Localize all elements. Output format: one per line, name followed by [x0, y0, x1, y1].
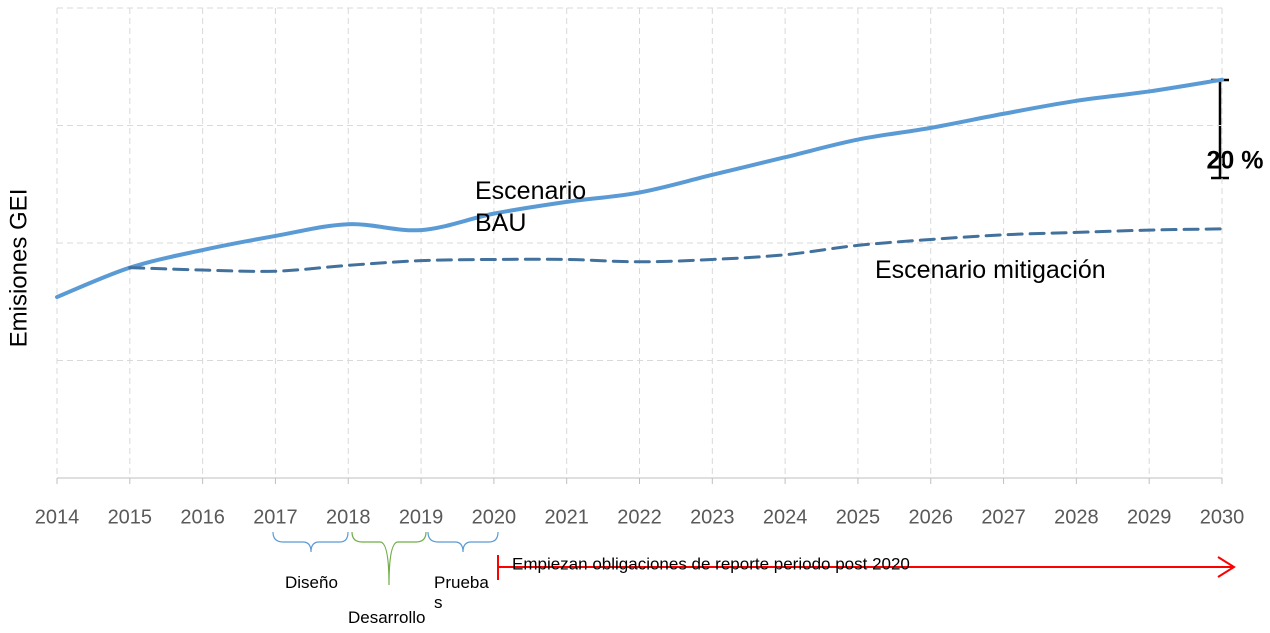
phase-brace [351, 531, 427, 586]
x-tick-label: 2017 [253, 506, 298, 528]
x-tick-label: 2025 [836, 506, 881, 528]
x-tick-label: 2024 [763, 506, 808, 528]
series-line [55, 77, 1224, 300]
x-tick-label: 2020 [472, 506, 517, 528]
x-tick-label: 2014 [35, 506, 80, 528]
x-tick-label: 2022 [617, 506, 662, 528]
phase-brace [272, 531, 349, 553]
phase-label: Diseño [285, 573, 338, 592]
x-tick-label: 2026 [909, 506, 954, 528]
x-tick-label: 2018 [326, 506, 371, 528]
reduction-label: 20 % [1207, 147, 1264, 175]
x-tick-label: 2027 [981, 506, 1026, 528]
series-annotation: Escenario mitigación [875, 256, 1106, 284]
x-tick-label: 2028 [1054, 506, 1099, 528]
x-tick-label: 2015 [108, 506, 153, 528]
x-tick-label: 2023 [690, 506, 735, 528]
x-tick-label: 2021 [544, 506, 589, 528]
phase-label: Desarrollo [348, 608, 426, 627]
series-line [128, 227, 1224, 273]
x-tick-label: 2029 [1127, 506, 1172, 528]
y-axis-label: Emisiones GEI [5, 189, 32, 348]
series-annotation: Escenario BAU [475, 177, 587, 237]
x-tick-label: 2030 [1200, 506, 1245, 528]
x-tick-label: 2019 [399, 506, 444, 528]
phase-label: Pruebas [434, 573, 489, 612]
arrow-head [1217, 556, 1236, 578]
arrow-label: Empiezan obligaciones de reporte periodo… [512, 554, 910, 573]
phase-brace [427, 531, 499, 553]
x-tick-label: 2016 [180, 506, 225, 528]
